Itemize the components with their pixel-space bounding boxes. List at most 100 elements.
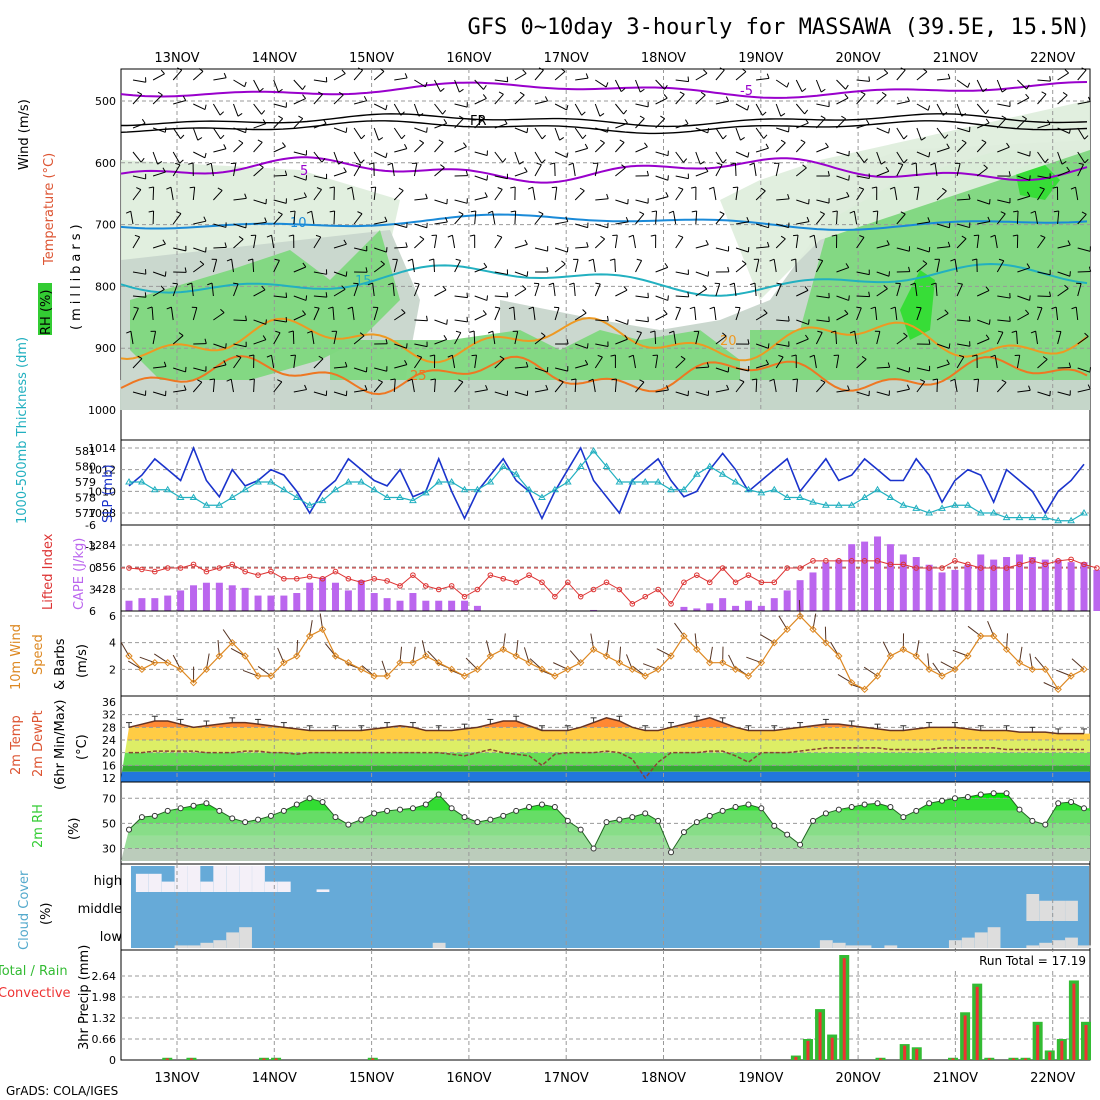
- wind-barb: [293, 175, 307, 181]
- wind-barb: [776, 223, 789, 229]
- cloud-bar: [1052, 940, 1065, 948]
- wind-barb: [211, 283, 214, 297]
- wind-speed-point: [615, 658, 624, 667]
- cape-bar: [796, 580, 804, 611]
- wind-barb: [956, 127, 970, 133]
- date-label-bottom: 17NOV: [544, 1071, 589, 1086]
- wind-barb-flag: [189, 186, 195, 189]
- wind-barb-flag: [414, 282, 420, 285]
- wind-barb-flag: [1084, 332, 1089, 337]
- wind-barb: [253, 221, 267, 225]
- wind-barb: [494, 271, 508, 275]
- cape-bar: [590, 609, 598, 611]
- precip-conv-bar: [1036, 1025, 1040, 1060]
- wind-barb: [1077, 213, 1087, 225]
- wind-barb: [172, 335, 184, 345]
- wind-barb: [876, 271, 890, 277]
- wind-barb: [675, 236, 684, 249]
- wind-barb: [1016, 330, 1018, 345]
- thickness-point: [615, 478, 624, 485]
- wind-speed-point: [396, 658, 404, 667]
- wind-speed-point: [241, 652, 249, 660]
- wind-barb: [1017, 295, 1030, 301]
- thickness-point: [499, 462, 508, 469]
- wind-barb: [353, 247, 367, 252]
- wind-barb-flag: [769, 258, 775, 262]
- wind-barb-flag: [329, 210, 335, 213]
- wind-barb-flag: [707, 271, 710, 277]
- wind-barb: [474, 266, 487, 273]
- wind-barb: [273, 103, 287, 108]
- wind-barb: [373, 263, 385, 273]
- wind-barb: [514, 331, 519, 345]
- axis-tick-label: 578: [75, 492, 96, 505]
- contour-line: [121, 113, 1088, 128]
- wind-barb-flag: [729, 282, 735, 286]
- slp-line: [128, 445, 1085, 521]
- wind-speed-point: [989, 632, 998, 640]
- wind-barb: [575, 343, 588, 349]
- thickness-point: [1067, 516, 1075, 524]
- wind-barb-flag: [357, 211, 363, 215]
- wind-barb-flag: [668, 210, 674, 214]
- wind-barb: [592, 379, 596, 393]
- wind-barb: [554, 151, 568, 158]
- wind-barb: [735, 367, 749, 372]
- wind-barb: [534, 69, 544, 81]
- wind-barb-flag: [860, 91, 866, 95]
- wind-barb-flag: [866, 119, 870, 125]
- precip-conv-bar: [903, 1045, 907, 1060]
- li-point: [874, 558, 881, 564]
- rh-point: [138, 814, 145, 821]
- wind-barb-flag: [385, 152, 388, 158]
- wind-barb: [474, 389, 488, 393]
- wind-barb: [474, 313, 487, 321]
- li-point: [668, 601, 674, 607]
- wind-barb-flag: [1025, 93, 1030, 99]
- wind-barb-flag: [780, 235, 786, 240]
- axis-tick-label: 0: [109, 1054, 116, 1067]
- wind-barb: [351, 307, 355, 321]
- thickness-point: [563, 478, 572, 485]
- wind-barb-flag: [302, 94, 307, 99]
- wind-barb: [554, 127, 561, 141]
- wind-barb-flag: [861, 355, 867, 360]
- wind-barb: [773, 379, 777, 393]
- wind-speed-point: [164, 658, 172, 667]
- rh-point: [229, 815, 236, 822]
- wind-barb: [554, 367, 568, 372]
- wind-barb-flag: [606, 315, 609, 322]
- wind-barb: [735, 263, 747, 273]
- wind-barb-flag: [541, 134, 546, 140]
- wind-barb: [213, 246, 227, 249]
- wind-barb-flag: [900, 211, 906, 215]
- wind-barb: [313, 295, 327, 298]
- credit-label: GrADS: COLA/IGES: [6, 1084, 118, 1098]
- wind-barb-flag: [859, 235, 865, 238]
- wind-speed-point: [783, 625, 791, 634]
- wind-barb-flag: [778, 354, 784, 358]
- wind-barb-flag: [524, 167, 528, 172]
- cape-bar: [267, 595, 275, 611]
- wind-barb-flag: [302, 310, 306, 315]
- wind-barb-flag: [722, 135, 727, 140]
- wind-speed-point: [538, 665, 546, 674]
- wind-barb: [132, 307, 139, 321]
- wind-barb-flag: [443, 119, 448, 124]
- wind-barb-flag: [961, 235, 967, 240]
- wind-barb-flag: [619, 139, 625, 143]
- cloud-bar: [226, 932, 240, 948]
- wind-barb: [936, 103, 944, 116]
- wind-barb-flag: [848, 295, 850, 301]
- wind-barb-flag: [600, 139, 605, 144]
- wind-barb-flag: [888, 128, 891, 134]
- rh-point: [693, 819, 700, 826]
- thickness-point: [163, 485, 172, 493]
- wind-barb-flag: [428, 258, 434, 261]
- wind-barb: [192, 381, 203, 393]
- wind-barb: [393, 259, 398, 273]
- rh-point: [487, 816, 494, 823]
- wind-barb: [474, 118, 485, 129]
- wind-barb: [153, 366, 167, 369]
- wind-barb: [592, 259, 596, 273]
